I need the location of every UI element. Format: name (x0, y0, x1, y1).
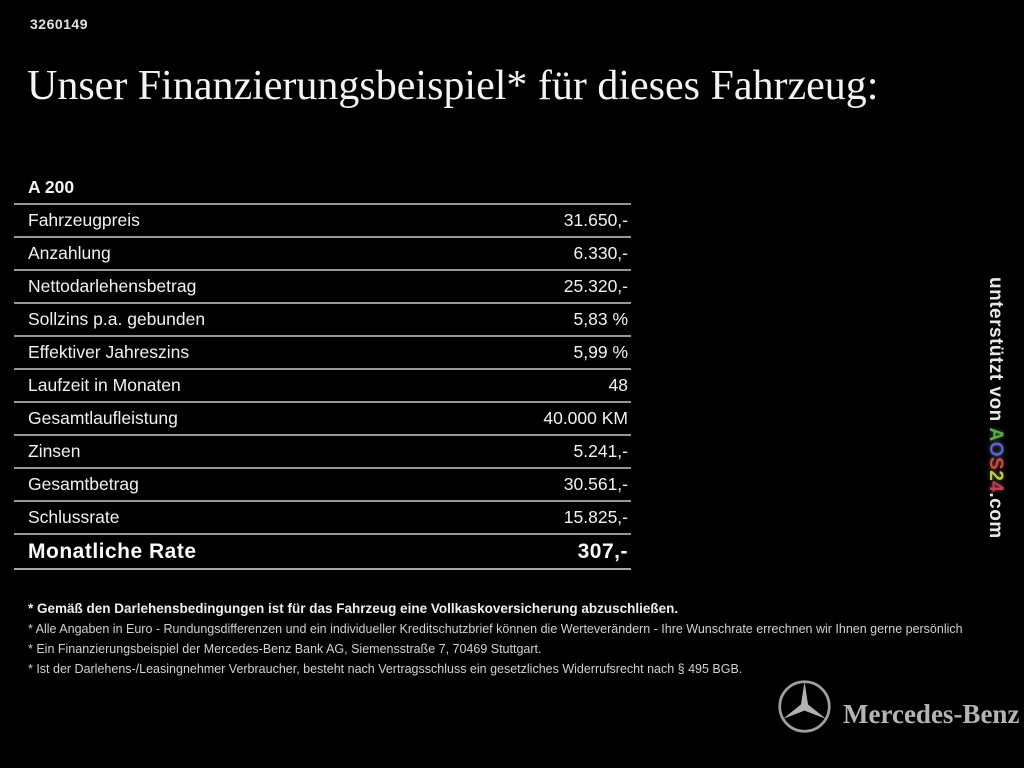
row-label: Zinsen (28, 441, 81, 461)
table-row: Nettodarlehensbetrag 25.320,- (14, 271, 631, 304)
row-label: Schlussrate (28, 507, 120, 527)
row-label: Gesamtlaufleistung (28, 408, 178, 428)
row-value: 15.825,- (563, 507, 628, 527)
total-label: Monatliche Rate (28, 539, 197, 563)
table-row: Laufzeit in Monaten 48 (14, 370, 631, 403)
row-label: Gesamtbetrag (28, 474, 139, 494)
row-label: Sollzins p.a. gebunden (28, 309, 206, 329)
table-row: Anzahlung 6.330,- (14, 238, 631, 271)
table-row: Gesamtbetrag 30.561,- (14, 469, 631, 502)
table-row: Effektiver Jahreszins 5,99 % (14, 337, 631, 370)
footnotes: * Gemäß den Darlehensbedingungen ist für… (28, 599, 993, 679)
row-value: 5,99 % (573, 342, 628, 362)
row-label: Fahrzeugpreis (28, 210, 140, 230)
mercedes-benz-wordmark: Mercedes-Benz (843, 699, 1020, 729)
table-row: Schlussrate 15.825,- (14, 502, 631, 535)
table-row: Fahrzeugpreis 31.650,- (14, 205, 631, 238)
page-title: Unser Finanzierungsbeispiel* für dieses … (27, 63, 879, 109)
row-value: 6.330,- (573, 243, 628, 263)
footnote-bank: * Ein Finanzierungsbeispiel der Mercedes… (28, 642, 542, 656)
footnote-insurance: * Gemäß den Darlehensbedingungen ist für… (28, 601, 679, 616)
table-row: Gesamtlaufleistung 40.000 KM (14, 403, 631, 436)
financing-table: A 200 Fahrzeugpreis 31.650,- Anzahlung 6… (14, 171, 631, 570)
row-value: 31.650,- (563, 210, 628, 230)
aos24-logo-letter: S (985, 457, 1006, 471)
row-value: 5.241,- (573, 441, 628, 461)
aos24-logo-letter: O (985, 441, 1006, 458)
aos24-logo-letter: 2 (985, 470, 1006, 482)
row-value: 5,83 % (573, 309, 628, 329)
row-value: 25.320,- (563, 276, 628, 296)
mercedes-star-icon (778, 680, 831, 733)
table-model-header: A 200 (14, 171, 631, 205)
row-label: Nettodarlehensbetrag (28, 276, 197, 296)
support-banner: unterstützt von AOS24.com (984, 277, 1006, 539)
row-value: 30.561,- (563, 474, 628, 494)
aos24-logo-letter: A (985, 427, 1006, 442)
row-value: 40.000 KM (543, 408, 628, 428)
table-row: Zinsen 5.241,- (14, 436, 631, 469)
table-total-row: Monatliche Rate 307,- (14, 535, 631, 570)
support-banner-prefix: unterstützt von (985, 277, 1006, 428)
row-label: Effektiver Jahreszins (28, 342, 190, 362)
table-row: Sollzins p.a. gebunden 5,83 % (14, 304, 631, 337)
row-label: Anzahlung (28, 243, 111, 263)
aos24-logo-letter: 4 (985, 481, 1006, 493)
total-value: 307,- (577, 539, 628, 563)
support-banner-suffix: .com (985, 492, 1006, 539)
document-number: 3260149 (30, 16, 89, 32)
row-value: 48 (608, 375, 628, 395)
footnote-euro-values: * Alle Angaben in Euro - Rundungsdiffere… (28, 622, 963, 636)
row-label: Laufzeit in Monaten (28, 375, 181, 395)
footnote-withdrawal-right: * Ist der Darlehens-/Leasingnehmer Verbr… (28, 662, 743, 676)
